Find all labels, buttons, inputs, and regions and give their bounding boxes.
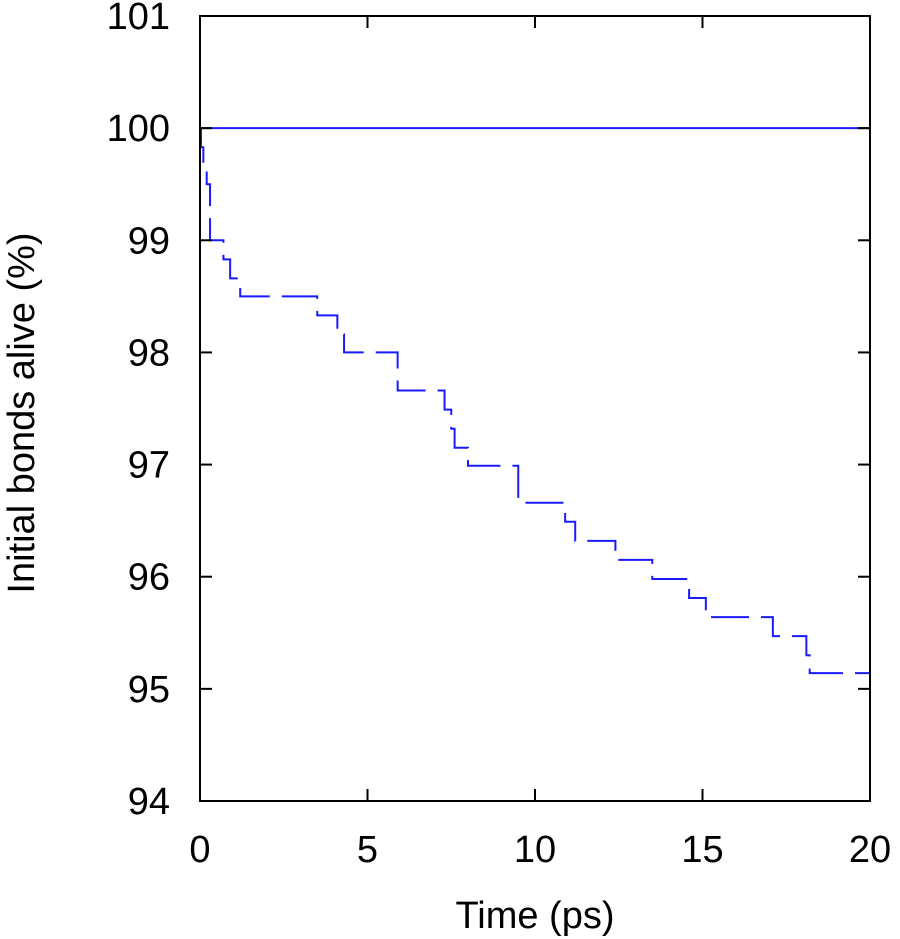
y-tick-label: 97: [128, 445, 170, 487]
y-tick-label: 101: [107, 0, 170, 38]
x-axis-title: Time (ps): [455, 895, 614, 937]
y-axis-title: Initial bonds alive (%): [1, 232, 43, 593]
labels-layer: 0 5 10 15 20 94 95 96 97 98 99 100 101: [107, 0, 892, 871]
x-tick-label: 10: [514, 829, 556, 871]
x-tick-label: 5: [357, 829, 378, 871]
plot-frame: [199, 15, 871, 802]
x-tick-label: 15: [681, 829, 723, 871]
y-tick-label: 94: [128, 781, 170, 823]
y-tick-label: 96: [128, 557, 170, 599]
ticks-layer: [199, 15, 871, 802]
series-dashed-line: [200, 127, 870, 675]
x-tick-label: 20: [849, 829, 891, 871]
x-tick-label: 0: [189, 829, 210, 871]
y-tick-label: 100: [107, 108, 170, 150]
series-layer: [200, 127, 870, 675]
y-tick-label: 98: [128, 332, 170, 374]
y-tick-label: 99: [128, 220, 170, 262]
y-tick-label: 95: [128, 669, 170, 711]
